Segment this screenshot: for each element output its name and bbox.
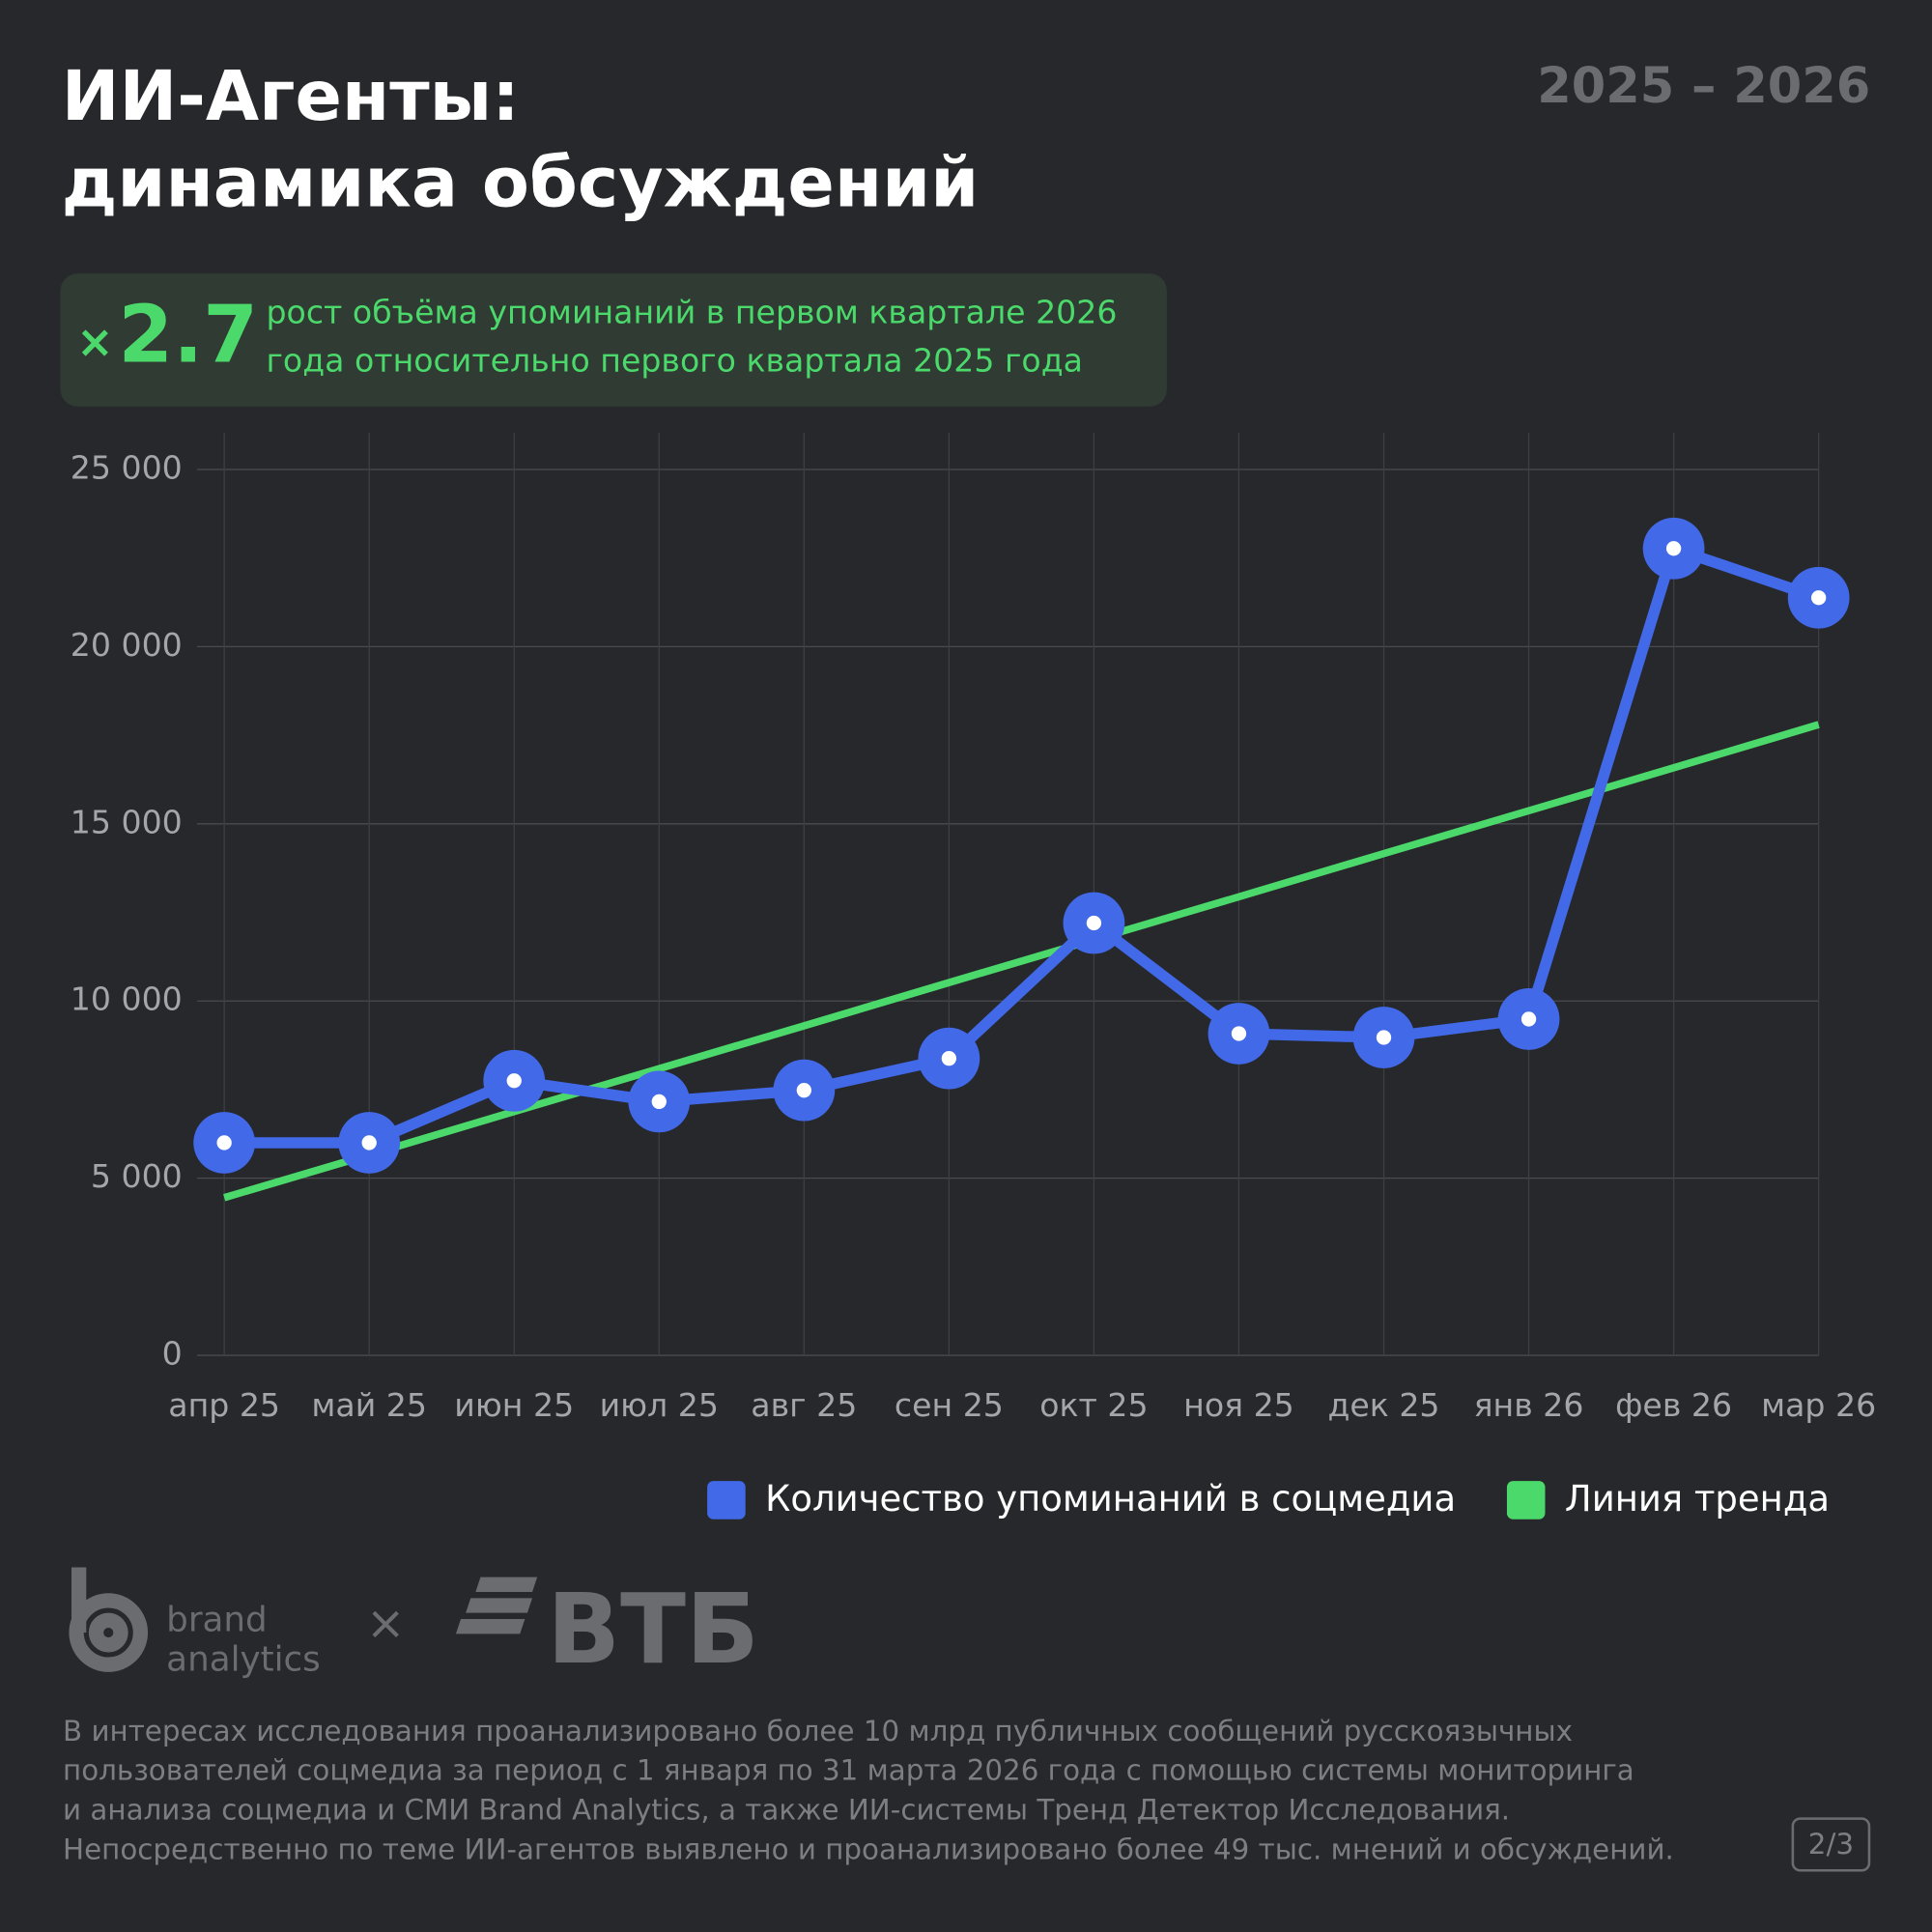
brand-text: brand xyxy=(166,1601,268,1640)
y-tick-label: 20 000 xyxy=(71,626,183,664)
x-tick-label: мар 26 xyxy=(1761,1386,1876,1424)
x-tick-label: окт 25 xyxy=(1039,1386,1148,1424)
point-center xyxy=(1376,1030,1392,1045)
badge xyxy=(60,273,1167,407)
badge-text: рост объёма упоминаний в первом квартале… xyxy=(267,294,1118,331)
point-center xyxy=(361,1135,377,1151)
x-tick-label: ноя 25 xyxy=(1183,1386,1294,1424)
chart: 0 5 000 10 000 15 000 20 000 25 000 апр 25 май … xyxy=(71,432,1876,1520)
point-center xyxy=(216,1135,232,1151)
y-tick-label: 5 000 xyxy=(91,1157,183,1195)
page-number: 2/3 xyxy=(1808,1828,1854,1861)
badge-prefix: × xyxy=(76,316,113,368)
y-tick-label: 15 000 xyxy=(71,803,183,840)
x-tick-label: май 25 xyxy=(311,1386,427,1424)
y-tick-label: 10 000 xyxy=(71,980,183,1018)
x-tick-label: июл 25 xyxy=(600,1386,719,1424)
x-tick-label: авг 25 xyxy=(751,1386,857,1424)
x-tick-label: апр 25 xyxy=(168,1386,280,1424)
footnote-line: В интересах исследования проанализирован… xyxy=(63,1715,1573,1747)
logo-cross: × xyxy=(366,1597,406,1651)
title-line: ИИ-Агенты: xyxy=(62,56,520,136)
x-tick-label: янв 26 xyxy=(1474,1386,1584,1424)
badge-value: 2.7 xyxy=(118,289,258,381)
legend-swatch xyxy=(1506,1481,1546,1520)
point-center xyxy=(941,1050,957,1066)
y-tick-label: 0 xyxy=(162,1335,183,1373)
brand-logo xyxy=(69,1567,149,1672)
point-center xyxy=(651,1094,667,1110)
legend-label: Количество упоминаний в соцмедиа xyxy=(765,1478,1456,1520)
y-tick-label: 25 000 xyxy=(71,448,183,486)
point-center xyxy=(1665,541,1682,556)
x-tick-label: июн 25 xyxy=(454,1386,574,1424)
bank-logo-stripes xyxy=(455,1577,538,1634)
title-line: динамика обсуждений xyxy=(62,142,979,222)
period: 2025 – 2026 xyxy=(1537,58,1870,115)
series-line xyxy=(223,721,1820,1202)
x-tick-label: фев 26 xyxy=(1615,1386,1732,1424)
x-tick-label: сен 25 xyxy=(895,1386,1004,1424)
point-center xyxy=(1086,915,1102,931)
point-center xyxy=(796,1083,811,1098)
footnote-line: Непосредственно по теме ИИ-агентов выявл… xyxy=(63,1833,1674,1865)
bank-text: ВТБ xyxy=(547,1575,758,1686)
brand-text: analytics xyxy=(166,1639,321,1679)
badge-text: года относительно первого квартала 2025 … xyxy=(267,341,1083,379)
footnote-line: и анализа соцмедиа и СМИ Brand Analytics… xyxy=(63,1794,1510,1827)
x-tick-label: дек 25 xyxy=(1327,1386,1439,1424)
point-center xyxy=(506,1073,522,1089)
page-box xyxy=(1791,1817,1871,1872)
point-center xyxy=(1520,1011,1537,1027)
legend-swatch xyxy=(707,1481,746,1520)
legend-label: Линия тренда xyxy=(1565,1478,1830,1520)
footnote-line: пользователей соцмедиа за период с 1 янв… xyxy=(63,1754,1634,1787)
point-center xyxy=(1811,590,1827,606)
point-center xyxy=(1231,1026,1247,1041)
